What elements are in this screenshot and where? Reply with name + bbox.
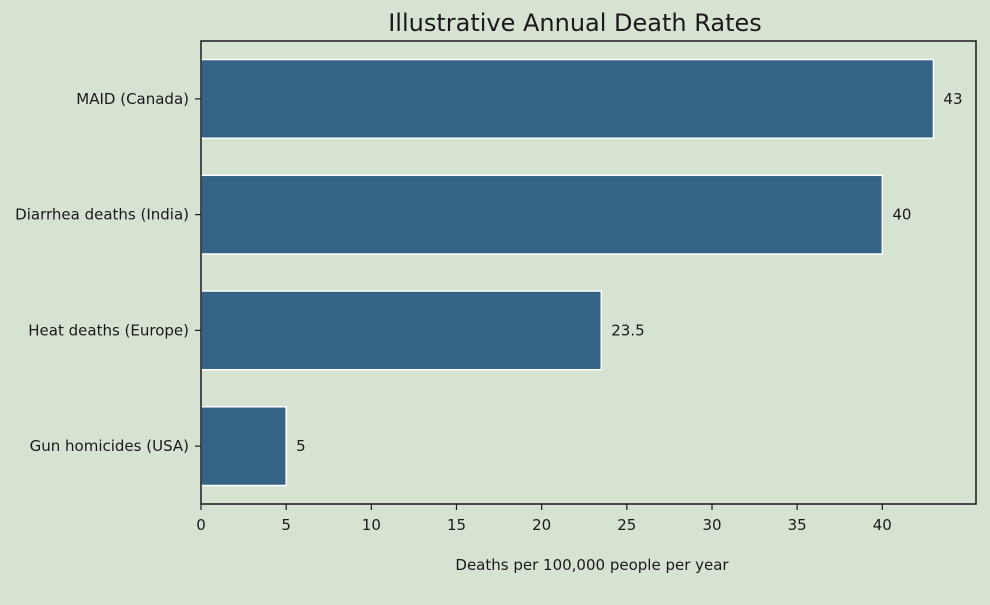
x-tick-label-8: 40 (873, 516, 892, 534)
value-label-1: 40 (892, 206, 911, 224)
x-axis-ticks: 0 5 10 15 20 25 30 35 40 (196, 504, 892, 534)
x-tick-label-5: 25 (617, 516, 636, 534)
category-label-3: Gun homicides (USA) (30, 437, 189, 455)
category-label-1: Diarrhea deaths (India) (15, 206, 189, 224)
x-tick-label-6: 30 (702, 516, 721, 534)
value-label-2: 23.5 (611, 321, 644, 339)
value-label-0: 43 (943, 90, 962, 108)
value-labels: 43 40 23.5 5 (296, 90, 962, 455)
bar-3 (200, 406, 287, 487)
bars-group (200, 58, 935, 487)
x-tick-label-4: 20 (532, 516, 551, 534)
bar-2 (200, 290, 603, 371)
x-tick-label-7: 35 (788, 516, 807, 534)
category-labels: MAID (Canada) Diarrhea deaths (India) Heat… (15, 90, 201, 455)
category-label-2: Heat deaths (Europe) (28, 321, 189, 339)
x-tick-label-1: 5 (281, 516, 291, 534)
x-tick-label-0: 0 (196, 516, 206, 534)
x-tick-label-2: 10 (362, 516, 381, 534)
value-label-3: 5 (296, 437, 306, 455)
x-axis-label: Deaths per 100,000 people per year (455, 556, 729, 574)
bar-1 (200, 174, 884, 255)
plot-frame (200, 40, 977, 505)
bar-0 (200, 58, 935, 139)
category-label-0: MAID (Canada) (76, 90, 189, 108)
x-tick-label-3: 15 (447, 516, 466, 534)
chart-title: Illustrative Annual Death Rates (388, 9, 762, 37)
